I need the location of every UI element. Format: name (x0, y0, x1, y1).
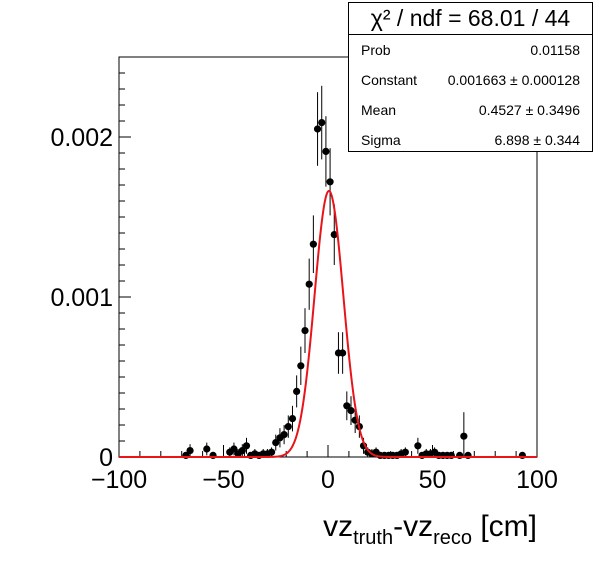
x-tick-label: 0 (321, 466, 335, 494)
y-tick-label: 0.002 (50, 124, 113, 152)
data-point (267, 448, 276, 456)
y-axis-ticks (119, 56, 131, 458)
data-point (288, 415, 297, 423)
data-point (238, 447, 246, 455)
data-point (297, 362, 305, 370)
data-point (305, 280, 313, 288)
x-tick-label: −100 (91, 466, 147, 494)
data-point (318, 119, 326, 127)
y-tick-label: 0.001 (50, 284, 113, 312)
data-point (186, 447, 194, 455)
x-axis-ticks (118, 445, 538, 457)
data-point (203, 445, 211, 453)
stats-key: Mean (361, 102, 397, 118)
x-axis-tick-labels: −100 −50 0 50 100 (91, 466, 558, 494)
data-point (230, 445, 238, 453)
stats-value: 0.01158 (530, 42, 580, 58)
x-tick-label: 50 (419, 466, 447, 494)
stats-key: Constant (361, 72, 418, 88)
stats-row-sigma: Sigma 6.898 ± 0.344 (349, 125, 592, 155)
x-tick-label: −50 (202, 466, 244, 494)
stats-value: 0.001663 ± 0.000128 (447, 72, 580, 88)
data-point (322, 147, 330, 155)
stats-key: Sigma (361, 132, 401, 148)
data-points (182, 85, 526, 459)
stats-row-mean: Mean 0.4527 ± 0.3496 (349, 95, 592, 125)
fit-stats-box: χ² / ndf = 68.01 / 44 Prob 0.01158 Const… (348, 2, 593, 152)
data-point (309, 240, 317, 248)
data-point (284, 423, 292, 431)
y-axis-tick-labels: 0 0.001 0.002 (50, 124, 113, 472)
x-tick-label: 100 (516, 466, 558, 494)
data-point (280, 431, 288, 439)
data-point (301, 327, 309, 335)
stats-row-prob: Prob 0.01158 (349, 35, 592, 65)
data-point (326, 178, 334, 186)
data-point (460, 432, 468, 440)
y-tick-label: 0 (99, 444, 113, 472)
data-point (242, 442, 251, 450)
data-point (313, 125, 322, 133)
stats-key: Prob (361, 42, 391, 58)
x-axis-title: vztruth-vzreco [cm] (323, 510, 537, 549)
data-point (343, 402, 351, 410)
data-point (401, 448, 409, 456)
stats-chi2-header: χ² / ndf = 68.01 / 44 (349, 3, 592, 35)
data-point (293, 387, 301, 395)
stats-value: 6.898 ± 0.344 (494, 132, 580, 148)
stats-row-constant: Constant 0.001663 ± 0.000128 (349, 65, 592, 95)
data-point (414, 442, 422, 450)
data-point (272, 439, 280, 447)
data-point (347, 407, 355, 415)
data-point (339, 349, 347, 357)
gaussian-fit-curve (119, 189, 537, 458)
stats-value: 0.4527 ± 0.3496 (478, 102, 580, 118)
data-point (330, 231, 338, 239)
